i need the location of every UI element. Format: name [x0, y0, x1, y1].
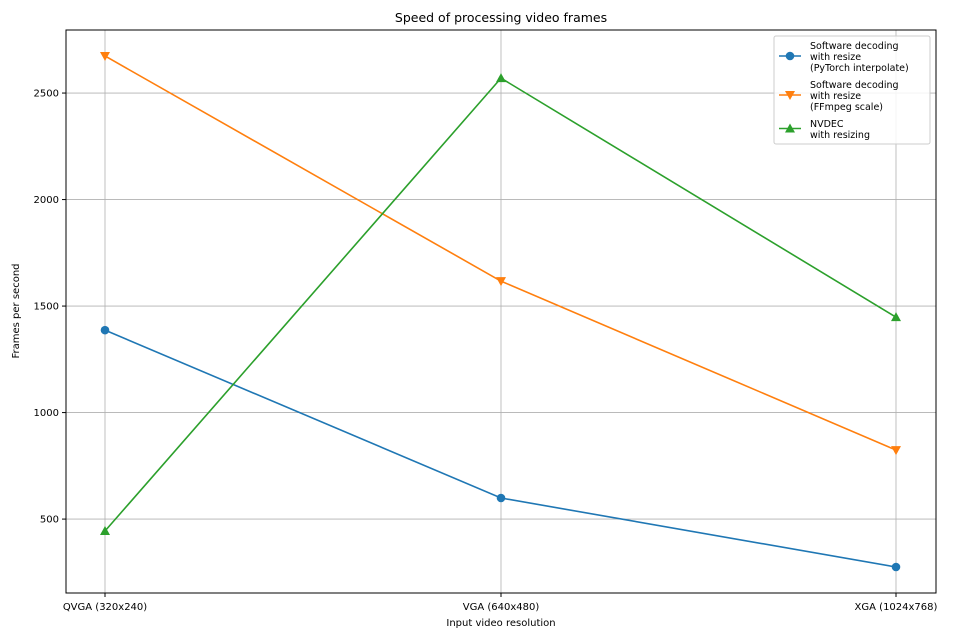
series-line: [104, 329, 897, 568]
circle-marker: [100, 325, 110, 335]
triangle-up-marker: [496, 73, 506, 83]
legend-label: with resizing: [810, 130, 870, 141]
triangle-down-marker: [496, 277, 506, 287]
circle-marker: [496, 493, 506, 503]
axis-ticks: QVGA (320x240) VGA (640x480) XGA (1024x768…: [34, 89, 938, 613]
series-lines: [100, 51, 901, 572]
legend-label: (FFmpeg scale): [810, 102, 883, 113]
legend-label: Software decoding: [810, 41, 899, 52]
legend-label: with resize: [810, 52, 861, 63]
series-triangle-down: [100, 51, 901, 456]
legend-label: with resize: [810, 91, 861, 102]
legend-label: NVDEC: [810, 119, 844, 130]
triangle-down-marker: [100, 51, 110, 61]
legend-frame: [773, 35, 931, 145]
x-tick-label: QVGA (320x240): [63, 602, 147, 613]
y-tick-label: 1000: [34, 408, 59, 419]
chart-title: Speed of processing video frames: [395, 10, 607, 25]
triangle-up-marker: [100, 526, 110, 536]
series-circle: [100, 325, 901, 572]
y-tick-label: 500: [40, 515, 59, 526]
y-tick-label: 2500: [34, 89, 59, 100]
x-tick-label: VGA (640x480): [463, 602, 540, 613]
triangle-down-marker: [785, 91, 795, 100]
plot-frame: [65, 29, 937, 594]
y-tick-label: 2000: [34, 195, 59, 206]
series-triangle-up: [100, 73, 901, 536]
legend-label: Software decoding: [810, 80, 899, 91]
triangle-up-marker: [785, 123, 795, 133]
triangle-up-marker: [891, 312, 901, 322]
legend-label: (PyTorch interpolate): [810, 63, 909, 74]
y-axis-label: Frames per second: [11, 264, 22, 359]
circle-marker: [891, 562, 901, 572]
x-axis-label: Input video resolution: [446, 618, 555, 629]
series-line: [104, 77, 897, 532]
y-tick-label: 1500: [34, 302, 59, 313]
triangle-down-marker: [891, 446, 901, 456]
circle-marker: [785, 51, 795, 61]
x-tick-label: XGA (1024x768): [855, 602, 938, 613]
